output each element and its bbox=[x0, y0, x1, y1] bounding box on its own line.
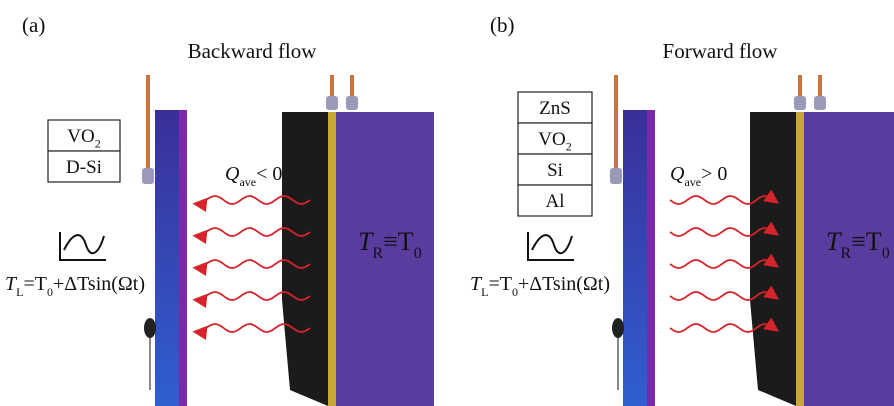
rich-text: Si bbox=[547, 160, 563, 181]
rich-text: Qave< 0 bbox=[225, 163, 282, 189]
gold-layer bbox=[796, 112, 804, 406]
text-segment: Si bbox=[547, 160, 563, 181]
rich-text: TL=T0+ΔTsin(Ωt) bbox=[470, 273, 610, 299]
panel-label: (a) bbox=[22, 13, 45, 37]
knob bbox=[612, 318, 624, 338]
emitter-face bbox=[750, 112, 796, 406]
clip bbox=[610, 168, 622, 184]
subscript: 2 bbox=[566, 140, 572, 154]
panel-label: (b) bbox=[490, 13, 515, 37]
subscript: 0 bbox=[414, 245, 422, 262]
plate-coating bbox=[647, 110, 655, 406]
text-segment: Q bbox=[225, 163, 240, 185]
rich-text: Al bbox=[546, 191, 565, 212]
text-segment: Al bbox=[546, 191, 565, 212]
left-plate bbox=[623, 110, 647, 406]
subscript: ave bbox=[684, 175, 701, 189]
clip bbox=[794, 96, 806, 110]
panel-title: Forward flow bbox=[663, 39, 779, 63]
wire bbox=[146, 75, 150, 170]
subscript: R bbox=[372, 245, 383, 262]
wire bbox=[614, 75, 618, 170]
panel-title: Backward flow bbox=[188, 39, 318, 63]
rich-text: Qave> 0 bbox=[670, 163, 727, 189]
text-segment: +ΔTsin(Ωt) bbox=[53, 273, 145, 295]
subscript: 2 bbox=[95, 137, 101, 151]
clip bbox=[346, 96, 358, 110]
text-segment: ZnS bbox=[539, 98, 571, 119]
text-segment: Q bbox=[670, 163, 685, 185]
knob bbox=[144, 318, 156, 338]
rich-text: TL=T0+ΔTsin(Ωt) bbox=[5, 273, 145, 299]
gold-layer bbox=[328, 112, 336, 406]
text-segment: VO bbox=[538, 129, 565, 150]
text-segment: VO bbox=[67, 126, 94, 147]
subscript: L bbox=[16, 285, 23, 299]
clip bbox=[326, 96, 338, 110]
sine-curve bbox=[64, 235, 104, 253]
text-segment: ≡T bbox=[851, 227, 882, 256]
clip bbox=[814, 96, 826, 110]
rich-text: D-Si bbox=[66, 157, 102, 178]
subscript: R bbox=[840, 245, 851, 262]
clip bbox=[142, 168, 154, 184]
page: {"panels": [ {"label": "(a)", "title": "… bbox=[0, 0, 894, 406]
text-segment: =T bbox=[488, 273, 512, 295]
figure: (a)Backward flowVO2D-SiQave< 0TL=T0+ΔTsi… bbox=[0, 0, 894, 406]
text-segment: > 0 bbox=[701, 163, 727, 185]
text-segment: ≡T bbox=[383, 227, 414, 256]
subscript: L bbox=[481, 285, 488, 299]
left-plate bbox=[155, 110, 179, 406]
sine-curve bbox=[532, 235, 572, 253]
plate-coating bbox=[179, 110, 187, 406]
text-segment: < 0 bbox=[256, 163, 282, 185]
emitter-face bbox=[282, 112, 328, 406]
subscript: ave bbox=[239, 175, 256, 189]
subscript: 0 bbox=[882, 245, 890, 262]
text-segment: +ΔTsin(Ωt) bbox=[518, 273, 610, 295]
text-segment: =T bbox=[23, 273, 47, 295]
rich-text: ZnS bbox=[539, 98, 571, 119]
text-segment: D-Si bbox=[66, 157, 102, 178]
